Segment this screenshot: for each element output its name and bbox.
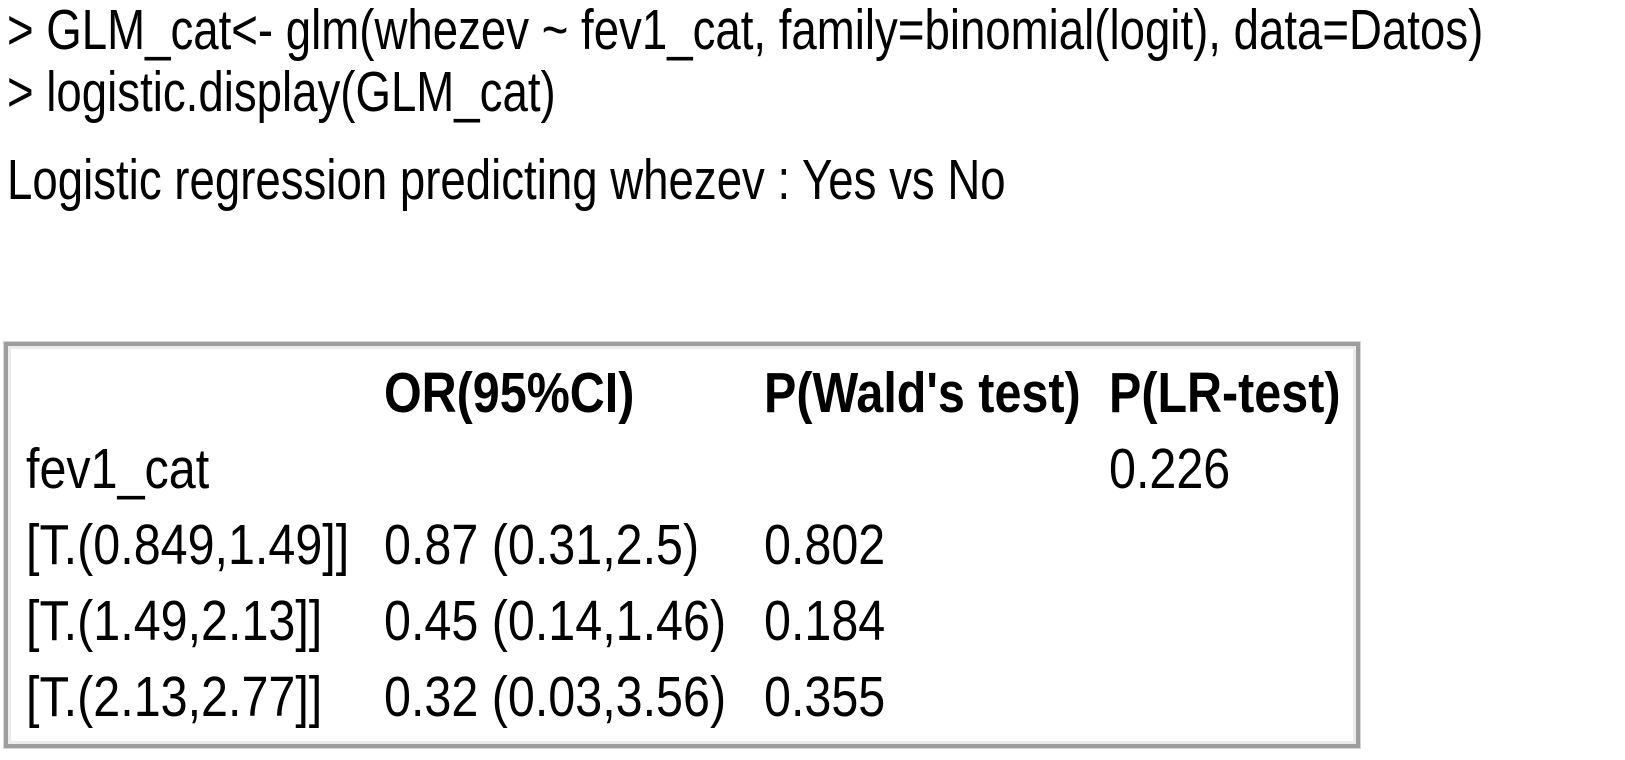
row-lr-value [1109, 659, 1319, 735]
row-lr-value [1109, 507, 1319, 583]
row-or-value: 0.87 (0.31,2.5) [384, 513, 700, 577]
table-header-row: OR(95%CI) P(Wald's test) P(LR-test) [26, 355, 1356, 431]
row-label: [T.(2.13,2.77]] [26, 665, 323, 729]
row-or-value: 0.32 (0.03,3.56) [384, 665, 727, 729]
table-row-fev1-cat: fev1_cat 0.226 [26, 431, 1356, 507]
row-label: [T.(0.849,1.49]] [26, 513, 350, 577]
row-or-value: 0.45 (0.14,1.46) [384, 589, 727, 653]
regression-caption: Logistic regression predicting whezev : … [7, 148, 1006, 212]
table-row-level-2: [T.(1.49,2.13]] 0.45 (0.14,1.46) 0.184 [26, 583, 1356, 659]
console-command-logistic-display: > logistic.display(GLM_cat) [7, 60, 556, 124]
row-lr-value: 0.226 [1109, 437, 1231, 501]
row-wald-value: 0.355 [764, 665, 886, 729]
console-command-glm: > GLM_cat<- glm(whezev ~ fev1_cat, famil… [7, 0, 1484, 62]
row-wald-value [764, 431, 1057, 507]
row-label: [T.(1.49,2.13]] [26, 589, 323, 653]
table-row-level-1: [T.(0.849,1.49]] 0.87 (0.31,2.5) 0.802 [26, 507, 1356, 583]
header-p-wald-test: P(Wald's test) [764, 361, 1081, 425]
logistic-display-result-panel: OR(95%CI) P(Wald's test) P(LR-test) fev1… [4, 342, 1360, 748]
row-or-value [384, 431, 707, 507]
row-wald-value: 0.802 [764, 513, 886, 577]
header-or-95ci: OR(95%CI) [384, 361, 635, 425]
row-lr-value [1109, 583, 1319, 659]
header-label-empty [26, 355, 330, 431]
header-p-lr-test: P(LR-test) [1109, 361, 1341, 425]
table-row-level-3: [T.(2.13,2.77]] 0.32 (0.03,3.56) 0.355 [26, 659, 1356, 735]
row-wald-value: 0.184 [764, 589, 886, 653]
row-label: fev1_cat [26, 437, 210, 501]
